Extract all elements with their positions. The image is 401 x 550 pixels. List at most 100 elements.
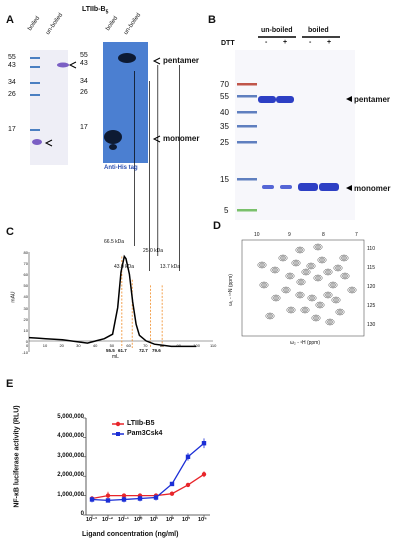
b-monomer-lane4: [319, 183, 339, 191]
b-monomer-lane1: [262, 185, 274, 189]
c-xtick-label: 90: [176, 343, 181, 348]
c-ylabel: mAU: [10, 291, 17, 303]
panel-b-markers: [237, 83, 257, 212]
a-pentamer-label: pentamer: [163, 56, 200, 65]
b-marker-25-label: 25: [220, 138, 229, 147]
blot-monomer-band: [104, 130, 122, 144]
c-xtick-label: 100: [193, 343, 200, 348]
d-peak: [273, 295, 280, 301]
d-peak: [293, 260, 300, 266]
a-gel-marker-label: 55: [8, 54, 16, 61]
d-peak: [291, 259, 301, 267]
d-peak: [308, 263, 315, 269]
c-xlabel: mL: [112, 354, 119, 360]
panel-a-title: LTIIb-B5: [82, 6, 108, 15]
e-data-point: [121, 497, 127, 502]
d-peak: [271, 294, 281, 302]
b-marker-25: [237, 141, 257, 144]
d-peak: [349, 287, 356, 293]
d-peak: [317, 256, 327, 264]
b-marker-70: [237, 83, 257, 86]
panel-c-chart: [28, 65, 213, 352]
d-peaks: [257, 243, 357, 326]
panel-e-letter: E: [6, 378, 14, 390]
d-peak: [259, 281, 269, 289]
d-right-tick-4: 125: [367, 303, 376, 309]
c-xtick-label: 0: [26, 343, 29, 348]
d-peak: [298, 293, 302, 297]
c-mw-1: 66.5 kDa: [104, 239, 125, 245]
d-peak: [287, 273, 294, 279]
gel-marker-17: [30, 129, 40, 131]
e-series: [89, 438, 207, 503]
e-xtick-labels: 10⁻³ 10⁻² 10⁻¹ 10⁰ 10¹ 10² 10³ 10⁴: [0, 517, 220, 527]
c-ytick-label: 80: [23, 250, 28, 255]
d-peak: [268, 314, 272, 318]
d-peak: [341, 255, 348, 261]
d-top-tick-3: 8: [322, 232, 325, 238]
b-sign-3: -: [309, 39, 312, 46]
c-vol-3: 72.7: [139, 348, 148, 353]
d-peak: [328, 281, 338, 289]
e-data-point: [169, 481, 175, 487]
d-peak: [296, 278, 306, 286]
c-mw-3: 25.0 kDa: [143, 248, 164, 254]
d-peak: [315, 244, 322, 250]
panel-a-title-sub: 5: [105, 9, 109, 16]
b-marker-15-label: 15: [220, 175, 229, 184]
e-xtick-label: 10⁻³: [86, 517, 97, 523]
d-peak: [272, 267, 279, 273]
e-xtick-label: 10⁰: [134, 517, 143, 523]
d-peak: [304, 270, 308, 274]
d-x-axis-label: ω₂ - ¹H (ppm): [290, 340, 321, 346]
b-marker-70-label: 70: [220, 80, 229, 89]
a-gel-marker-26: 26: [8, 91, 16, 98]
c-vol-1: 55.5: [106, 348, 115, 353]
d-peak: [278, 254, 288, 262]
b-sign-4: +: [327, 39, 332, 46]
d-peak: [326, 293, 330, 297]
c-ytick-label: 50: [23, 283, 28, 289]
d-peak: [325, 318, 335, 326]
e-data-point: [153, 495, 159, 500]
d-right-tick-2: 115: [367, 265, 375, 271]
d-peak: [335, 308, 345, 316]
d-peak: [317, 302, 324, 308]
b-monomer-label: monomer: [354, 184, 391, 193]
a-blot-marker-34: 34: [80, 78, 88, 85]
b-marker-35: [237, 125, 257, 128]
c-xtick-labels: 0 10 20 30 40 50 60 70 80 90 100 110: [0, 343, 220, 351]
gel-marker-43: [30, 66, 40, 68]
e-ytick-label: 0: [80, 511, 84, 517]
b-marker-5: [237, 209, 257, 212]
a-gel-marker-34: 34: [8, 79, 16, 86]
panel-a-gel: [30, 50, 68, 165]
d-peak: [270, 266, 280, 274]
gel-marker-26: [30, 94, 40, 96]
e-data-point: [105, 493, 111, 498]
c-mw-2: 43.0 kDa: [114, 264, 135, 270]
e-data-point: [185, 482, 191, 488]
gel-pentamer-band: [57, 62, 69, 68]
c-xtick-label: 70: [143, 343, 148, 348]
c-xtick-label: 80: [159, 343, 165, 348]
b-marker-40: [237, 111, 257, 114]
d-peak: [336, 266, 340, 270]
a-gel-marker-label: 43: [8, 61, 16, 69]
d-peak: [309, 264, 313, 268]
d-peak: [339, 254, 349, 262]
d-peak: [325, 292, 332, 298]
d-right-tick-1: 110: [367, 246, 375, 252]
d-peak: [334, 298, 338, 302]
e-xtick-label: 10⁻¹: [118, 517, 129, 523]
d-top-tick-4: 7: [355, 232, 358, 238]
b-sign-2: +: [283, 39, 288, 46]
b-monomer-lane2: [280, 185, 292, 189]
d-peak: [301, 268, 311, 276]
d-frame: [241, 239, 365, 337]
e-xtick-label: 10⁴: [198, 517, 207, 523]
gel-monomer-band: [32, 139, 42, 145]
d-peak: [323, 291, 333, 299]
e-legend-marker-1: [115, 421, 121, 427]
